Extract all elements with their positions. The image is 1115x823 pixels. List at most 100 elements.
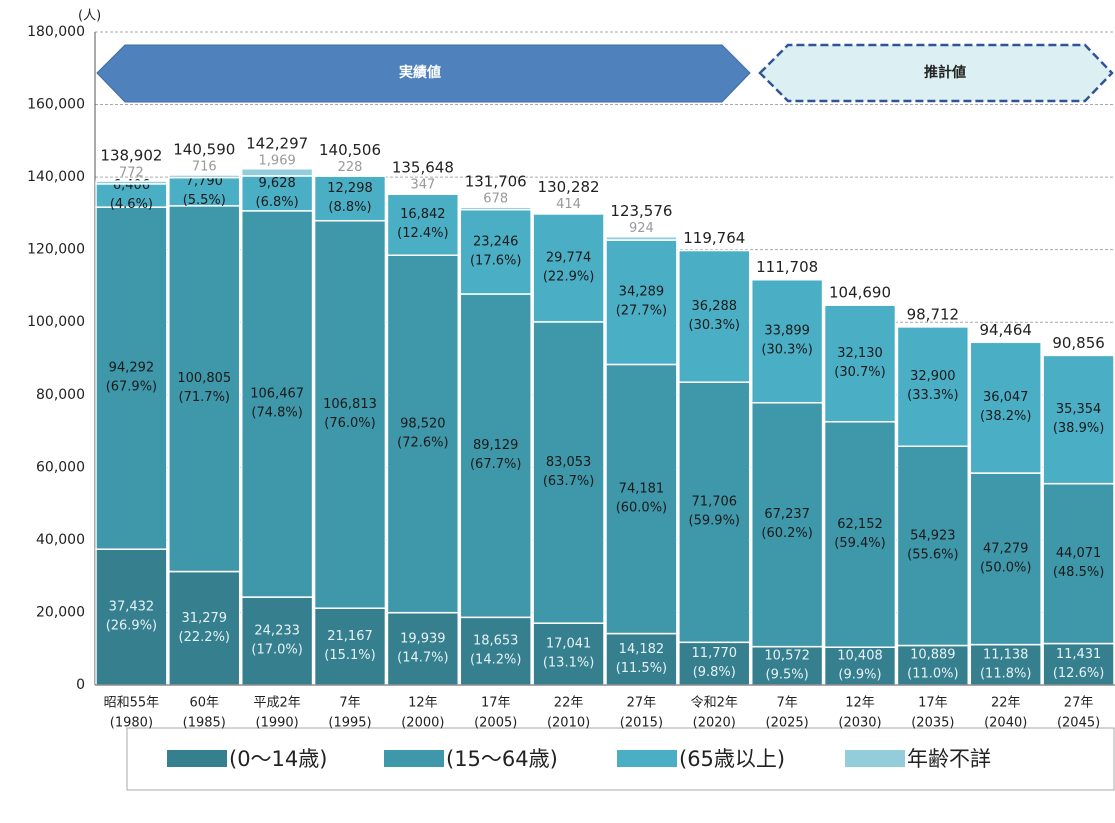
percent-label: (13.1%) <box>543 656 594 671</box>
bar-segment <box>823 304 897 423</box>
bar-segment <box>95 206 168 550</box>
x-tick-label: (2030) <box>838 716 881 731</box>
percent-label: (38.2%) <box>980 409 1031 424</box>
total-label: 140,506 <box>319 141 381 159</box>
x-tick-label: 7年 <box>339 696 360 711</box>
value-label: 716 <box>192 159 217 174</box>
value-label: 924 <box>629 221 654 236</box>
x-tick-label: 令和2年 <box>691 696 738 711</box>
percent-label: (33.3%) <box>907 388 958 403</box>
value-label: 772 <box>119 166 144 181</box>
y-tick-label: 180,000 <box>27 24 85 40</box>
bar-segment <box>750 278 824 404</box>
value-label: 19,939 <box>400 631 446 646</box>
total-label: 138,902 <box>100 147 162 165</box>
percent-label: (12.6%) <box>1053 666 1104 681</box>
value-label: 71,706 <box>692 495 738 510</box>
bar-segment <box>313 175 387 222</box>
x-tick-label: 昭和55年 <box>104 696 160 711</box>
legend-label: (0～14歳) <box>229 747 327 771</box>
y-tick-label: 140,000 <box>27 169 85 185</box>
value-label: 106,467 <box>250 386 304 401</box>
actual-banner-label: 実績値 <box>399 64 441 81</box>
value-label: 98,520 <box>400 416 446 431</box>
percent-label: (11.5%) <box>616 661 667 676</box>
bar-segment <box>386 254 460 614</box>
y-tick-label: 120,000 <box>27 242 85 258</box>
percent-label: (30.3%) <box>761 343 812 358</box>
percent-label: (17.0%) <box>251 643 302 658</box>
value-label: 10,889 <box>910 648 956 663</box>
percent-label: (22.9%) <box>543 269 594 284</box>
bar-segment <box>678 249 751 383</box>
bar-segment <box>969 643 1042 686</box>
y-tick-label: 60,000 <box>36 459 85 475</box>
bar-segment <box>459 616 532 686</box>
value-label: 35,354 <box>1056 402 1102 417</box>
percent-label: (71.7%) <box>179 390 230 405</box>
total-label: 90,856 <box>1052 334 1105 352</box>
total-label: 123,576 <box>610 202 672 220</box>
percent-label: (6.8%) <box>256 195 299 210</box>
x-tick-label: (2015) <box>620 716 663 731</box>
x-tick-label: (1985) <box>183 716 226 731</box>
x-tick-label: 17年 <box>481 696 511 711</box>
value-label: 16,842 <box>400 207 446 222</box>
total-label: 130,282 <box>538 178 600 196</box>
legend-swatch <box>617 750 677 767</box>
total-label: 142,297 <box>246 134 308 152</box>
actual-banner <box>96 44 751 103</box>
value-label: 11,138 <box>983 647 1029 662</box>
percent-label: (15.1%) <box>324 648 375 663</box>
x-tick-label: (2000) <box>401 716 444 731</box>
y-tick-label: 40,000 <box>36 532 85 548</box>
value-label: 89,129 <box>473 438 519 453</box>
value-label: 34,289 <box>619 285 665 300</box>
total-label: 104,690 <box>829 284 891 302</box>
percent-label: (9.9%) <box>838 668 881 683</box>
bar-segment <box>896 326 970 447</box>
value-label: 11,770 <box>692 646 738 661</box>
x-tick-label: 27年 <box>1064 696 1094 711</box>
bar-segment <box>386 192 460 195</box>
y-tick-label: 80,000 <box>36 387 85 403</box>
total-label: 135,648 <box>392 158 454 176</box>
legend-swatch <box>845 750 905 767</box>
x-tick-label: (1980) <box>110 716 153 731</box>
percent-label: (11.8%) <box>980 666 1031 681</box>
bar-segment <box>605 363 678 635</box>
bar-segment <box>168 205 241 573</box>
bar-segment <box>459 208 532 295</box>
x-tick-label: (2035) <box>911 716 954 731</box>
value-label: 347 <box>410 177 435 192</box>
legend-box <box>126 727 1115 791</box>
forecast-banner-label: 推計値 <box>924 64 966 81</box>
bar-segment <box>605 239 678 366</box>
x-tick-label: (2005) <box>474 716 517 731</box>
value-label: 83,053 <box>546 455 592 470</box>
value-label: 31,279 <box>182 611 228 626</box>
value-label: 94,292 <box>109 361 155 376</box>
percent-label: (8.8%) <box>328 200 371 215</box>
value-label: 32,900 <box>910 369 956 384</box>
bar-segment <box>95 548 168 686</box>
percent-label: (76.0%) <box>324 416 375 431</box>
bar-segment <box>95 180 168 185</box>
y-tick-label: 0 <box>76 677 85 693</box>
x-tick-label: (1990) <box>256 716 299 731</box>
y-tick-label: 20,000 <box>36 604 85 620</box>
percent-label: (67.7%) <box>470 457 521 472</box>
value-label: 106,813 <box>323 397 377 412</box>
value-label: 9,628 <box>259 176 296 191</box>
x-tick-label: (2040) <box>984 716 1027 731</box>
bar-segment <box>168 570 241 686</box>
percent-label: (60.0%) <box>616 500 667 515</box>
x-tick-label: 平成2年 <box>254 696 301 711</box>
x-tick-label: (2045) <box>1057 716 1100 731</box>
value-label: 414 <box>556 197 581 212</box>
value-label: 33,899 <box>764 324 810 339</box>
percent-label: (60.2%) <box>761 526 812 541</box>
value-label: 678 <box>483 192 508 207</box>
bar-segment <box>313 219 387 609</box>
percent-label: (27.7%) <box>616 304 667 319</box>
